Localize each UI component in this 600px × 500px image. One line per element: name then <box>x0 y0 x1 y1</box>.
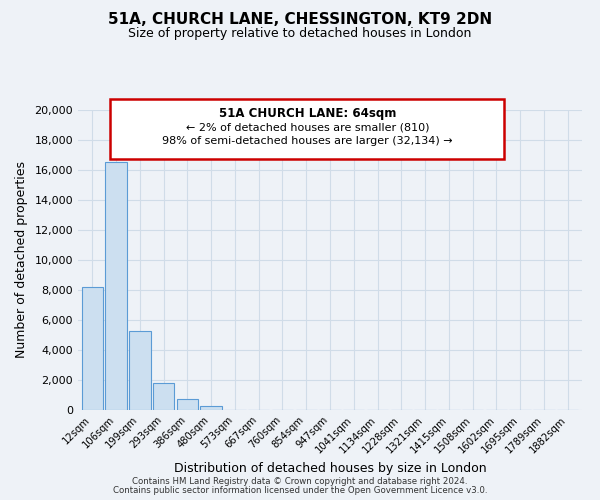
Text: Contains HM Land Registry data © Crown copyright and database right 2024.: Contains HM Land Registry data © Crown c… <box>132 477 468 486</box>
Bar <box>153 383 174 410</box>
Bar <box>82 287 103 410</box>
Text: 51A, CHURCH LANE, CHESSINGTON, KT9 2DN: 51A, CHURCH LANE, CHESSINGTON, KT9 2DN <box>108 12 492 28</box>
Text: Size of property relative to detached houses in London: Size of property relative to detached ho… <box>128 28 472 40</box>
Text: Contains public sector information licensed under the Open Government Licence v3: Contains public sector information licen… <box>113 486 487 495</box>
Bar <box>106 162 127 410</box>
X-axis label: Distribution of detached houses by size in London: Distribution of detached houses by size … <box>173 462 487 475</box>
Text: ← 2% of detached houses are smaller (810): ← 2% of detached houses are smaller (810… <box>185 122 429 132</box>
Bar <box>200 406 222 410</box>
Y-axis label: Number of detached properties: Number of detached properties <box>14 162 28 358</box>
Text: 51A CHURCH LANE: 64sqm: 51A CHURCH LANE: 64sqm <box>218 107 396 120</box>
Text: 98% of semi-detached houses are larger (32,134) →: 98% of semi-detached houses are larger (… <box>162 136 452 146</box>
Bar <box>176 399 198 410</box>
Bar <box>129 330 151 410</box>
